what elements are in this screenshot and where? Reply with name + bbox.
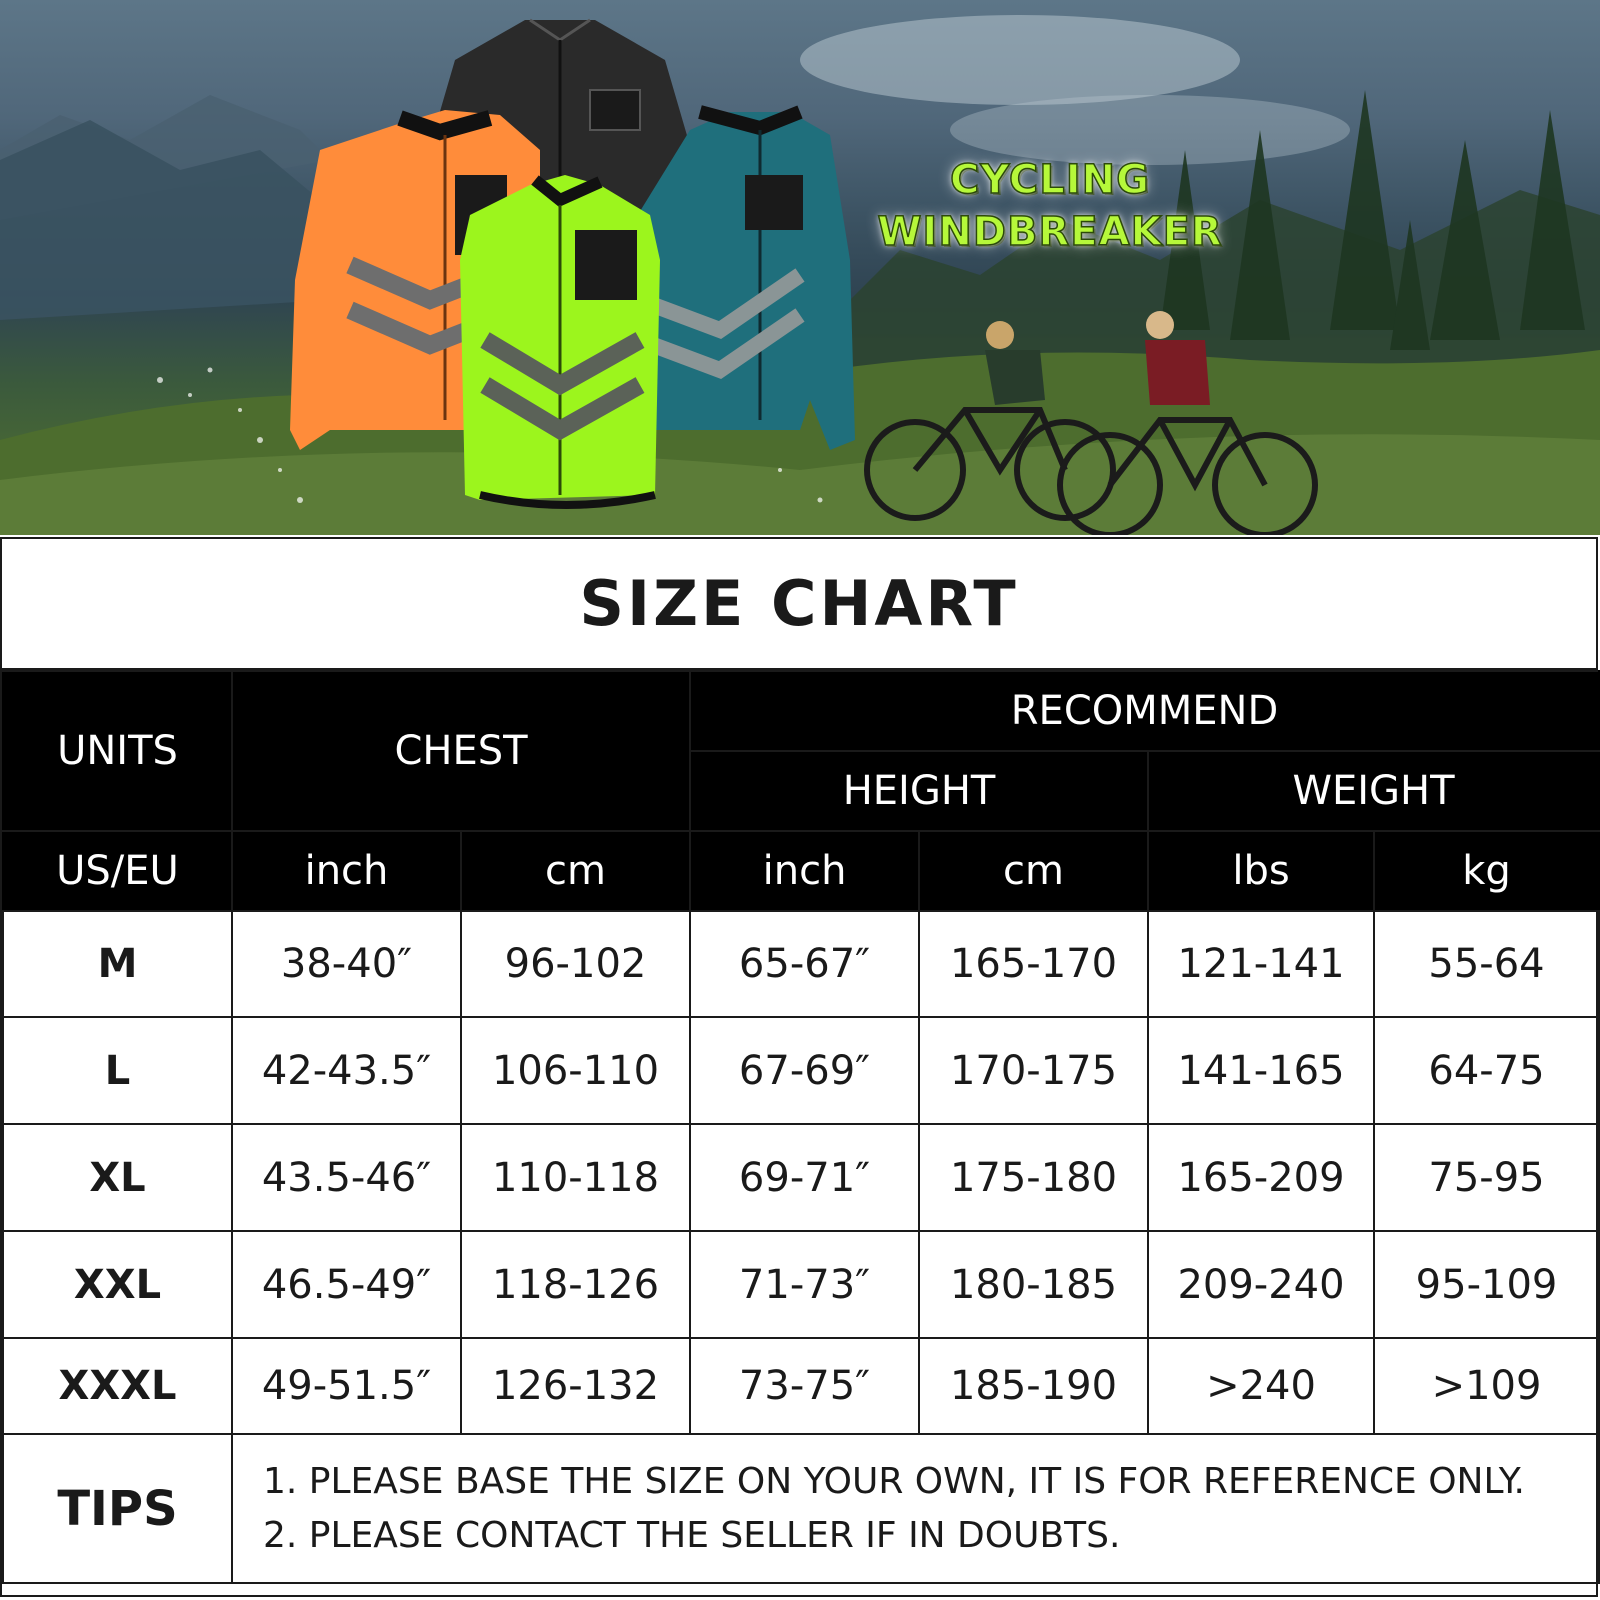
banner-title: CYCLING WINDBREAKER	[870, 155, 1230, 259]
height-inch-cell: 65-67″	[689, 910, 921, 1018]
unit-height-inch: inch	[689, 830, 921, 912]
weight-kg-cell: >109	[1373, 1337, 1600, 1435]
weight-kg-cell: 75-95	[1373, 1123, 1600, 1232]
size-cell: XXL	[2, 1230, 233, 1339]
height-cm-cell: 175-180	[918, 1123, 1150, 1232]
header-row-2: HEIGHT WEIGHT	[3, 750, 1600, 832]
header-chest: CHEST	[230, 670, 692, 832]
weight-lbs-cell: >240	[1147, 1337, 1376, 1435]
weight-lbs-cell: 209-240	[1147, 1230, 1376, 1339]
table-row: XXL 46.5-49″ 118-126 71-73″ 180-185 209-…	[2, 1230, 1600, 1339]
height-inch-cell: 73-75″	[689, 1337, 921, 1435]
green-jacket-image	[460, 175, 660, 509]
chest-inch-cell: 43.5-46″	[231, 1123, 462, 1232]
size-cell: XL	[2, 1123, 233, 1232]
chest-inch-cell: 49-51.5″	[231, 1337, 462, 1435]
size-chart-title: SIZE CHART	[2, 539, 1596, 670]
unit-weight-lbs: lbs	[1147, 830, 1376, 912]
chest-cm-cell: 118-126	[459, 1230, 692, 1339]
height-inch-cell: 69-71″	[689, 1123, 921, 1232]
height-cm-cell: 170-175	[918, 1016, 1150, 1125]
banner-title-line1: CYCLING	[949, 156, 1150, 204]
height-cm-cell: 185-190	[918, 1337, 1150, 1435]
chest-cm-cell: 126-132	[459, 1337, 692, 1435]
unit-height-cm: cm	[918, 830, 1150, 912]
tip-line-1: 1. PLEASE BASE THE SIZE ON YOUR OWN, IT …	[263, 1460, 1525, 1502]
table-row: XL 43.5-46″ 110-118 69-71″ 175-180 165-2…	[2, 1123, 1600, 1232]
table-row: L 42-43.5″ 106-110 67-69″ 170-175 141-16…	[2, 1016, 1600, 1125]
unit-size-system: US/EU	[2, 830, 233, 912]
header-row-1: UNITS CHEST RECOMMEND	[2, 670, 1600, 832]
header-units: UNITS	[2, 670, 233, 832]
pine-trees	[1160, 90, 1585, 350]
height-inch-cell: 67-69″	[689, 1016, 921, 1125]
weight-kg-cell: 95-109	[1373, 1230, 1600, 1339]
unit-weight-kg: kg	[1373, 830, 1600, 912]
weight-kg-cell: 64-75	[1373, 1016, 1600, 1125]
height-inch-cell: 71-73″	[689, 1230, 921, 1339]
unit-chest-inch: inch	[231, 830, 462, 912]
size-cell: XXXL	[2, 1337, 233, 1435]
teal-jacket-image	[610, 105, 855, 450]
tips-text: 1. PLEASE BASE THE SIZE ON YOUR OWN, IT …	[230, 1433, 1600, 1584]
tips-row: TIPS 1. PLEASE BASE THE SIZE ON YOUR OWN…	[2, 1433, 1600, 1584]
chest-cm-cell: 96-102	[459, 910, 692, 1018]
banner-title-line2: WINDBREAKER	[877, 208, 1223, 256]
chest-inch-cell: 46.5-49″	[231, 1230, 462, 1339]
banner-scene-image	[0, 15, 1600, 535]
weight-lbs-cell: 121-141	[1147, 910, 1376, 1018]
chest-cm-cell: 106-110	[459, 1016, 692, 1125]
size-cell: L	[2, 1016, 233, 1125]
header-recommend: RECOMMEND	[689, 670, 1600, 752]
chest-cm-cell: 110-118	[459, 1123, 692, 1232]
cyclists-image	[864, 407, 1318, 535]
size-cell: M	[2, 910, 233, 1018]
weight-kg-cell: 55-64	[1373, 910, 1600, 1018]
chest-inch-cell: 38-40″	[231, 910, 462, 1018]
product-banner: CYCLING WINDBREAKER	[0, 0, 1600, 535]
size-chart: SIZE CHART UNITS CHEST RECOMMEND HEIGHT …	[0, 537, 1600, 1597]
table-row: XXXL 49-51.5″ 126-132 73-75″ 185-190 >24…	[2, 1337, 1600, 1435]
riders-image	[985, 311, 1210, 405]
chest-inch-cell: 42-43.5″	[231, 1016, 462, 1125]
unit-row: US/EU inch cm inch cm lbs kg	[2, 830, 1600, 912]
tip-line-2: 2. PLEASE CONTACT THE SELLER IF IN DOUBT…	[263, 1514, 1121, 1556]
tips-label: TIPS	[2, 1433, 233, 1584]
weight-lbs-cell: 165-209	[1147, 1123, 1376, 1232]
header-height: HEIGHT	[689, 750, 1150, 832]
unit-chest-cm: cm	[459, 830, 692, 912]
height-cm-cell: 180-185	[918, 1230, 1150, 1339]
height-cm-cell: 165-170	[918, 910, 1150, 1018]
header-weight: WEIGHT	[1147, 750, 1600, 832]
weight-lbs-cell: 141-165	[1147, 1016, 1376, 1125]
size-table: UNITS CHEST RECOMMEND HEIGHT WEIGHT US/E…	[2, 670, 1600, 1584]
table-row: M 38-40″ 96-102 65-67″ 165-170 121-141 5…	[2, 910, 1600, 1018]
